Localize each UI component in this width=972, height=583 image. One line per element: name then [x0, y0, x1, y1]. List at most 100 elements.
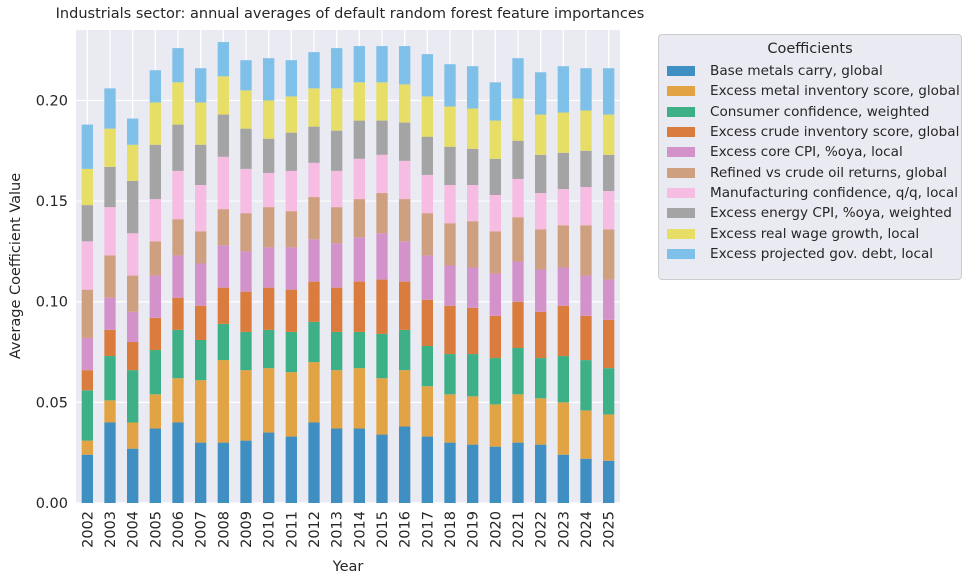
bar-segment	[489, 315, 501, 359]
legend-label: Excess projected gov. debt, local	[710, 245, 934, 262]
bar-segment	[512, 442, 524, 503]
bar-segment	[263, 58, 275, 101]
bar-segment	[557, 267, 569, 306]
bar-segment	[489, 404, 501, 447]
bar-segment	[285, 132, 297, 171]
legend-label: Manufacturing confidence, q/q, local	[710, 184, 958, 201]
bar-segment	[240, 331, 252, 371]
bar-segment	[421, 213, 433, 256]
bar-segment	[399, 281, 411, 330]
bar-segment	[195, 263, 207, 306]
legend-item: Base metals carry, global	[659, 61, 961, 81]
bar-segment	[240, 60, 252, 91]
bar-segment	[217, 209, 229, 246]
bar-segment	[399, 84, 411, 123]
bar-segment	[81, 390, 93, 441]
legend-swatch	[667, 127, 695, 138]
bar-segment	[104, 207, 116, 256]
bar-segment	[535, 154, 547, 194]
legend-item: Excess real wage growth, local	[659, 223, 961, 243]
bar-segment	[557, 305, 569, 357]
bar-segment	[489, 446, 501, 503]
bar-segment	[240, 440, 252, 503]
bar-segment	[149, 394, 161, 429]
bar-segment	[217, 156, 229, 210]
bar-segment	[263, 100, 275, 139]
chart-title: Industrials sector: annual averages of d…	[55, 6, 645, 22]
x-tick-label: 2009	[239, 511, 255, 548]
bar-segment	[557, 356, 569, 403]
bar-segment	[467, 267, 479, 308]
legend-label: Refined vs crude oil returns, global	[710, 164, 948, 181]
bar-segment	[489, 120, 501, 159]
bar-segment	[217, 287, 229, 324]
bar-segment	[467, 108, 479, 149]
bar-segment	[240, 370, 252, 441]
bar-segment	[353, 331, 365, 369]
bar-segment	[172, 422, 184, 503]
legend-swatch	[667, 248, 695, 259]
bar-segment	[399, 122, 411, 161]
bar-segment	[104, 400, 116, 423]
bar-segment	[535, 358, 547, 399]
bar-segment	[467, 148, 479, 185]
bar-segment	[217, 76, 229, 115]
bar-segment	[603, 229, 615, 280]
bar-segment	[331, 243, 343, 288]
bar-segment	[104, 356, 116, 401]
bar-segment	[421, 54, 433, 97]
bar-segment	[444, 442, 456, 503]
bar-segment	[467, 221, 479, 268]
bar-segment	[331, 287, 343, 332]
bar-segment	[603, 191, 615, 230]
bar-segment	[195, 68, 207, 103]
bar-segment	[603, 319, 615, 369]
bar-segment	[81, 168, 93, 206]
bar-segment	[353, 368, 365, 429]
y-axis-ticks: 0.00 0.05 0.10 0.15 0.20	[36, 93, 68, 512]
bar-segment	[353, 82, 365, 121]
bar-segment	[376, 154, 388, 194]
x-tick-label: 2015	[375, 511, 391, 548]
bar-segment	[331, 370, 343, 429]
x-tick-label: 2021	[511, 511, 527, 548]
bar-segment	[512, 58, 524, 99]
bar-segment	[557, 112, 569, 153]
bar-segment	[263, 247, 275, 288]
bar-segment	[535, 114, 547, 155]
bar-segment	[81, 370, 93, 391]
bar-segment	[421, 136, 433, 175]
x-tick-label: 2023	[556, 511, 572, 548]
bar-segment	[444, 106, 456, 147]
bar-segment	[580, 275, 592, 316]
bar-segment	[467, 354, 479, 397]
bar-segment	[331, 48, 343, 89]
bar-segment	[376, 46, 388, 83]
bar-segment	[580, 150, 592, 187]
bar-segment	[376, 233, 388, 280]
bar-segment	[444, 64, 456, 107]
bar-segment	[172, 170, 184, 220]
bar-segment	[285, 247, 297, 290]
bar-segment	[376, 279, 388, 334]
bar-segment	[489, 158, 501, 196]
y-tick-label: 0.20	[36, 93, 68, 109]
bar-segment	[444, 305, 456, 355]
bar-segment	[263, 329, 275, 369]
bar-segment	[353, 199, 365, 238]
bar-segment	[580, 360, 592, 411]
bar-segment	[512, 98, 524, 141]
bar-segment	[489, 273, 501, 316]
bar-segment	[580, 110, 592, 151]
bar-segment	[172, 378, 184, 423]
bar-segment	[308, 281, 320, 322]
bar-segment	[421, 255, 433, 300]
bar-segment	[331, 130, 343, 171]
bar-segment	[195, 442, 207, 503]
bar-segment	[467, 444, 479, 503]
bar-segment	[512, 348, 524, 395]
legend-title: Coefficients	[767, 41, 853, 57]
bar-segment	[285, 170, 297, 212]
x-tick-label: 2019	[466, 511, 482, 548]
legend-item: Manufacturing confidence, q/q, local	[659, 183, 961, 203]
